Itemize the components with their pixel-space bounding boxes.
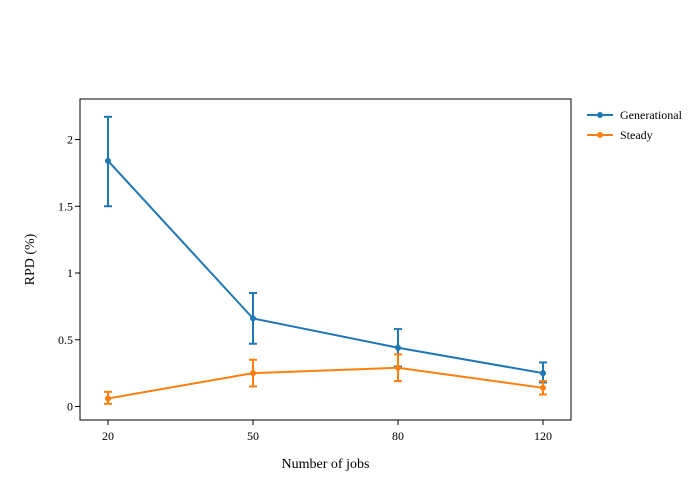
y-tick-label: 2 [67, 133, 73, 147]
x-tick-label: 50 [247, 429, 259, 443]
legend-item-steady[interactable]: Steady [587, 128, 653, 142]
legend-marker [597, 132, 603, 138]
x-axis-ticks: 20 50 80 120 [102, 420, 552, 443]
x-tick-label: 80 [392, 429, 404, 443]
data-point-generational [395, 344, 401, 351]
legend-marker [597, 112, 603, 118]
y-tick-label: 0.5 [58, 333, 73, 347]
x-tick-label: 120 [534, 429, 552, 443]
x-axis-title: Number of jobs [282, 457, 370, 472]
data-point-steady [395, 364, 401, 371]
y-axis-ticks: 0 0.5 1 1.5 2 [58, 133, 80, 414]
data-point-steady [105, 395, 111, 402]
data-point-steady [540, 384, 546, 391]
series-line-generational [107, 160, 544, 375]
data-point-generational [250, 315, 256, 322]
data-point-generational [540, 370, 546, 377]
series-line-steady [107, 366, 544, 400]
y-tick-label: 0 [67, 400, 73, 414]
series-generational [104, 115, 547, 384]
x-tick-label: 20 [102, 429, 114, 443]
data-point-generational [105, 157, 111, 164]
y-axis-title: RPD (%) [23, 233, 38, 285]
legend-label: Generational [620, 108, 683, 122]
legend: Generational Steady [587, 108, 683, 142]
series-steady [104, 353, 547, 405]
data-point-steady [250, 370, 256, 377]
y-tick-label: 1.5 [58, 199, 73, 213]
y-tick-label: 1 [67, 266, 73, 280]
series-layer [104, 115, 547, 405]
plot-area-frame [79, 98, 572, 421]
legend-label: Steady [620, 128, 653, 142]
legend-item-generational[interactable]: Generational [587, 108, 683, 122]
